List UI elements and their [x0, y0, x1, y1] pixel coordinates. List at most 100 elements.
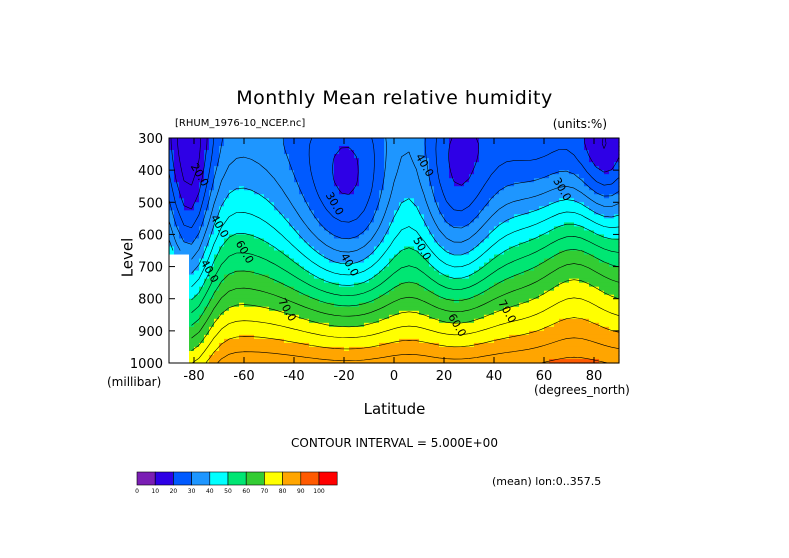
field-cell	[544, 178, 550, 183]
field-cell	[324, 246, 330, 252]
field-cell	[564, 274, 570, 280]
field-cell	[569, 150, 575, 155]
field-cell	[384, 162, 390, 167]
field-cell	[254, 298, 260, 304]
field-cell	[179, 138, 185, 143]
field-cell	[249, 254, 255, 260]
field-cell	[204, 326, 210, 332]
field-cell	[254, 202, 260, 207]
field-cell	[464, 354, 470, 360]
field-cell	[419, 218, 425, 223]
field-cell	[559, 202, 565, 207]
field-cell	[594, 190, 600, 195]
field-cell	[554, 178, 560, 183]
field-cell	[549, 346, 555, 352]
field-cell	[574, 326, 580, 332]
field-cell	[334, 262, 340, 268]
field-cell	[574, 194, 580, 199]
field-cell	[454, 330, 460, 336]
field-cell	[299, 262, 305, 268]
field-cell	[299, 186, 305, 191]
field-cell	[604, 194, 610, 199]
field-cell	[544, 206, 550, 211]
field-cell	[599, 222, 605, 227]
field-cell	[449, 338, 455, 344]
field-cell	[244, 206, 250, 211]
field-cell	[229, 254, 235, 260]
field-cell	[314, 306, 320, 312]
field-cell	[169, 342, 175, 348]
field-cell	[384, 178, 390, 183]
field-cell	[494, 238, 500, 244]
field-cell	[374, 242, 380, 248]
field-cell	[539, 238, 545, 244]
field-cell	[474, 202, 480, 207]
field-cell	[414, 166, 420, 171]
field-cell	[494, 222, 500, 227]
field-cell	[354, 326, 360, 332]
field-cell	[469, 178, 475, 183]
field-cell	[359, 170, 365, 175]
field-cell	[464, 266, 470, 272]
field-cell	[599, 178, 605, 183]
field-cell	[579, 158, 585, 163]
field-cell	[314, 178, 320, 183]
field-cell	[199, 158, 205, 163]
field-cell	[549, 282, 555, 288]
field-cell	[429, 198, 435, 203]
field-cell	[329, 310, 335, 316]
field-cell	[309, 262, 315, 268]
field-cell	[439, 158, 445, 163]
field-cell	[439, 302, 445, 308]
field-cell	[199, 174, 205, 179]
field-cell	[364, 274, 370, 280]
field-cell	[304, 242, 310, 248]
field-cell	[334, 218, 340, 223]
field-cell	[249, 150, 255, 155]
field-cell	[434, 302, 440, 308]
field-cell	[564, 154, 570, 159]
field-cell	[499, 218, 505, 223]
field-cell	[349, 254, 355, 260]
field-cell	[424, 274, 430, 280]
field-cell	[539, 202, 545, 207]
field-cell	[379, 186, 385, 191]
field-cell	[274, 214, 280, 219]
field-cell	[409, 238, 415, 244]
field-cell	[444, 266, 450, 272]
field-cell	[179, 282, 185, 288]
field-cell	[199, 342, 205, 348]
field-cell	[489, 202, 495, 207]
field-cell	[189, 258, 195, 264]
field-cell	[594, 234, 600, 240]
field-cell	[329, 358, 335, 364]
field-cell	[314, 138, 320, 143]
field-cell	[284, 242, 290, 248]
field-cell	[484, 206, 490, 211]
field-cell	[609, 170, 615, 175]
field-cell	[459, 186, 465, 191]
field-cell	[484, 266, 490, 272]
field-cell	[449, 266, 455, 272]
field-cell	[409, 170, 415, 175]
field-cell	[514, 170, 520, 175]
field-cell	[394, 338, 400, 344]
field-cell	[509, 142, 515, 147]
field-cell	[404, 146, 410, 151]
field-cell	[514, 334, 520, 340]
field-cell	[424, 150, 430, 155]
field-cell	[364, 334, 370, 340]
field-cell	[254, 354, 260, 360]
field-cell	[239, 166, 245, 171]
field-cell	[504, 338, 510, 344]
field-cell	[454, 342, 460, 348]
field-cell	[409, 338, 415, 344]
field-cell	[254, 198, 260, 203]
field-cell	[209, 170, 215, 175]
field-cell	[494, 142, 500, 147]
field-cell	[514, 138, 520, 143]
field-cell	[354, 338, 360, 344]
field-cell	[199, 206, 205, 211]
field-cell	[529, 226, 535, 232]
field-cell	[604, 166, 610, 171]
